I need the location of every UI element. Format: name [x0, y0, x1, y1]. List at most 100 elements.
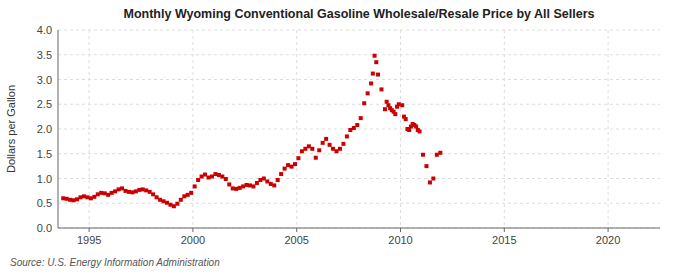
- point: [89, 196, 93, 200]
- point: [335, 149, 339, 153]
- x-tick: [89, 228, 90, 232]
- point: [293, 162, 297, 166]
- y-grid-line: [58, 104, 660, 105]
- x-tick-label: 2020: [596, 234, 620, 246]
- point: [65, 197, 69, 201]
- point: [290, 165, 294, 169]
- x-grid-line: [296, 30, 297, 228]
- point: [383, 107, 387, 111]
- source-note: Source: U.S. Energy Information Administ…: [10, 257, 220, 268]
- point: [82, 194, 86, 198]
- point: [207, 176, 211, 180]
- point: [85, 195, 89, 199]
- point: [310, 147, 314, 151]
- point: [324, 137, 328, 141]
- point: [414, 125, 418, 129]
- x-axis-line: [58, 228, 660, 229]
- point: [141, 187, 145, 191]
- point: [127, 190, 131, 194]
- point: [366, 91, 370, 95]
- point: [196, 178, 200, 182]
- point: [75, 197, 79, 201]
- grid: [58, 30, 660, 228]
- point: [265, 179, 269, 183]
- point: [393, 112, 397, 116]
- point: [120, 186, 124, 190]
- x-tick: [608, 228, 609, 232]
- point: [421, 153, 425, 157]
- point: [418, 129, 422, 133]
- point: [385, 100, 389, 104]
- point: [210, 175, 214, 179]
- point: [262, 177, 266, 181]
- point: [296, 156, 300, 160]
- point: [345, 134, 349, 138]
- y-tick-label: 0.5: [37, 197, 52, 209]
- point: [352, 126, 356, 130]
- point: [68, 198, 72, 202]
- point: [355, 123, 359, 127]
- point: [238, 186, 242, 190]
- y-grid-line: [58, 30, 660, 31]
- x-tick-label: 2000: [181, 234, 205, 246]
- point: [220, 175, 224, 179]
- y-grid-line: [58, 178, 660, 179]
- point: [279, 172, 283, 176]
- x-tick-label: 1995: [77, 234, 101, 246]
- point: [110, 191, 114, 195]
- point: [106, 193, 110, 197]
- point: [217, 173, 221, 177]
- point: [151, 192, 155, 196]
- point: [348, 128, 352, 132]
- point: [397, 102, 401, 106]
- point: [200, 175, 204, 179]
- point: [203, 173, 207, 177]
- x-grid-line: [504, 30, 505, 228]
- point: [317, 148, 321, 152]
- y-grid-line: [58, 203, 660, 204]
- point: [400, 103, 404, 107]
- y-tick-label: 2.5: [37, 98, 52, 110]
- point: [283, 167, 287, 171]
- point: [376, 73, 380, 77]
- point: [113, 189, 117, 193]
- point: [168, 203, 172, 207]
- point: [404, 117, 408, 121]
- point: [61, 196, 65, 200]
- point: [269, 182, 273, 186]
- point: [78, 195, 82, 199]
- point: [165, 201, 169, 205]
- point: [158, 198, 162, 202]
- point: [193, 184, 197, 188]
- y-grid-line: [58, 228, 660, 229]
- point: [431, 177, 435, 181]
- point: [286, 163, 290, 167]
- point: [103, 191, 107, 195]
- point: [137, 188, 141, 192]
- y-grid-line: [58, 54, 660, 55]
- point: [359, 116, 363, 120]
- y-tick-label: 0.0: [37, 222, 52, 234]
- point: [300, 149, 304, 153]
- point: [96, 192, 100, 196]
- point: [255, 181, 259, 185]
- point: [186, 193, 190, 197]
- y-tick-label: 1.5: [37, 148, 52, 160]
- point: [438, 151, 442, 155]
- point: [241, 184, 245, 188]
- point: [99, 191, 103, 195]
- point: [373, 54, 377, 58]
- point: [272, 183, 276, 187]
- point: [182, 194, 186, 198]
- x-tick: [400, 228, 401, 232]
- point: [369, 81, 373, 85]
- point: [338, 147, 342, 151]
- point: [148, 190, 152, 194]
- point: [303, 147, 307, 151]
- x-tick-label: 2010: [388, 234, 412, 246]
- x-grid-line: [608, 30, 609, 228]
- y-tick-label: 2.0: [37, 123, 52, 135]
- point: [258, 178, 262, 182]
- point: [245, 183, 249, 187]
- point: [189, 191, 193, 195]
